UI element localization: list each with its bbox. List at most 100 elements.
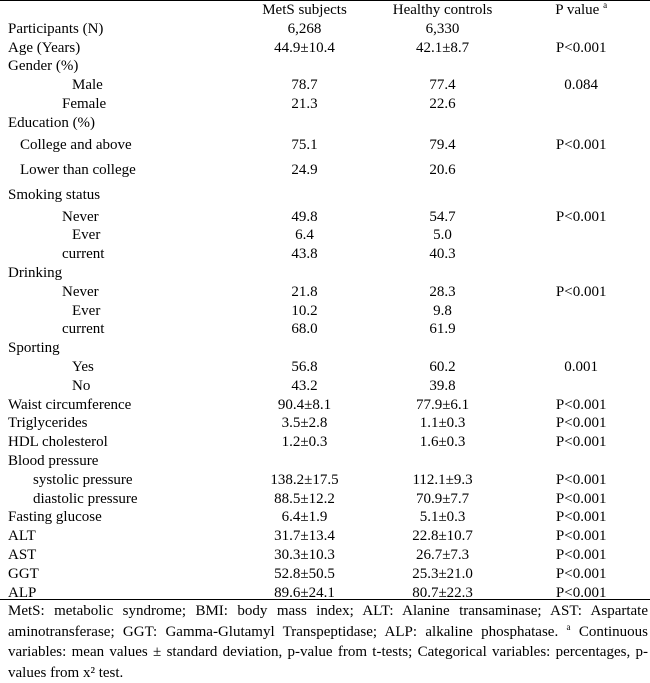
- cell-pvalue: P<0.001: [555, 396, 607, 413]
- cell-pvalue: [512, 302, 650, 321]
- table-row: current 68.0 61.9: [0, 320, 650, 339]
- cell-mets: 75.1: [291, 136, 318, 153]
- table-row: Gender (%): [0, 57, 650, 76]
- cell-controls: 61.9: [429, 321, 456, 338]
- cell-controls: 22.6: [429, 95, 456, 112]
- row-label: Blood pressure: [8, 452, 99, 469]
- header-row: MetS subjects Healthy controls P value a: [0, 1, 650, 20]
- cell-mets: 44.9±10.4: [274, 39, 335, 56]
- cell-controls: 40.3: [429, 246, 456, 263]
- cell-mets: [236, 57, 372, 76]
- cell-controls: 28.3: [429, 283, 456, 300]
- cell-controls: [373, 114, 513, 133]
- cell-controls: 26.7±7.3: [415, 546, 470, 563]
- row-label: Participants (N): [8, 20, 104, 37]
- cell-controls: 77.4: [429, 77, 456, 94]
- table-row: ALT 31.7±13.4 22.8±10.7 P<0.001: [0, 527, 650, 546]
- cell-controls: 79.4: [429, 136, 456, 153]
- cell-mets: 43.2: [291, 377, 318, 394]
- cell-mets: 43.8: [291, 246, 318, 263]
- cell-pvalue: 0.001: [564, 358, 599, 375]
- cell-mets: 90.4±8.1: [277, 396, 332, 413]
- cell-mets: 68.0: [291, 321, 318, 338]
- cell-controls: 5.1±0.3: [419, 509, 466, 526]
- cell-pvalue: [512, 320, 650, 339]
- cell-controls: [373, 452, 513, 471]
- cell-mets: 30.3±10.3: [274, 546, 335, 563]
- cell-mets: 21.3: [291, 95, 318, 112]
- cell-pvalue: [512, 264, 650, 283]
- row-label: current: [62, 321, 105, 338]
- cell-mets: [236, 183, 372, 208]
- cell-pvalue: [512, 95, 650, 114]
- cell-controls: 5.0: [433, 227, 452, 244]
- row-label: HDL cholesterol: [8, 434, 108, 451]
- table-row: current 43.8 40.3: [0, 245, 650, 264]
- top-rule: [0, 0, 650, 1]
- cell-mets: 1.2±0.3: [281, 434, 328, 451]
- cell-mets: [236, 264, 372, 283]
- cell-mets: [236, 452, 372, 471]
- table-row: HDL cholesterol 1.2±0.3 1.6±0.3 P<0.001: [0, 433, 650, 452]
- cell-pvalue: P<0.001: [555, 415, 607, 432]
- row-label: College and above: [20, 136, 132, 153]
- cell-controls: 70.9±7.7: [415, 490, 470, 507]
- cell-controls: 112.1±9.3: [412, 471, 473, 488]
- cell-controls: [373, 57, 513, 76]
- cell-pvalue: P<0.001: [555, 584, 607, 601]
- cell-pvalue: P<0.001: [555, 39, 607, 56]
- cell-controls: 25.3±21.0: [412, 565, 473, 582]
- cell-pvalue: [512, 158, 650, 183]
- table-row: Male 78.7 77.4 0.084: [0, 76, 650, 95]
- cell-controls: [373, 264, 513, 283]
- table-row: Never 21.8 28.3 P<0.001: [0, 283, 650, 302]
- cell-mets: 31.7±13.4: [274, 528, 335, 545]
- cell-mets: 6.4±1.9: [281, 509, 328, 526]
- cell-pvalue: P<0.001: [555, 136, 607, 153]
- table-row: No 43.2 39.8: [0, 377, 650, 396]
- cell-pvalue: P<0.001: [555, 546, 607, 563]
- cell-mets: 52.8±50.5: [274, 565, 335, 582]
- table-row: Participants (N) 6,268 6,330: [0, 20, 650, 39]
- row-label: Waist circumference: [8, 396, 132, 413]
- cell-mets: 6,268: [287, 20, 322, 37]
- cell-mets: 21.8: [291, 283, 318, 300]
- cell-pvalue: 0.084: [564, 77, 599, 94]
- cell-mets: 89.6±24.1: [274, 584, 335, 601]
- table-row: diastolic pressure 88.5±12.2 70.9±7.7 P<…: [0, 490, 650, 509]
- row-label: Drinking: [8, 264, 63, 281]
- row-label: Ever: [72, 227, 101, 244]
- row-label: AST: [8, 546, 37, 563]
- bottom-rule: [0, 599, 650, 600]
- cell-mets: 3.5±2.8: [281, 415, 328, 432]
- cell-pvalue: P<0.001: [555, 208, 607, 225]
- cell-controls: 42.1±8.7: [415, 39, 470, 56]
- cell-pvalue: [512, 183, 650, 208]
- row-label: diastolic pressure: [33, 490, 138, 507]
- table-row: ALP 89.6±24.1 80.7±22.3 P<0.001: [0, 584, 650, 603]
- cell-controls: 22.8±10.7: [412, 528, 473, 545]
- cell-mets: 88.5±12.2: [274, 490, 335, 507]
- header-pvalue: P value a: [555, 0, 608, 19]
- row-label: Never: [62, 283, 99, 300]
- row-label: Triglycerides: [8, 415, 88, 432]
- cell-controls: 6,330: [425, 20, 460, 37]
- table-row: Female 21.3 22.6: [0, 95, 650, 114]
- row-label: Age (Years): [8, 39, 81, 56]
- row-label: current: [62, 246, 105, 263]
- row-label: Yes: [72, 358, 94, 375]
- table-row: Education (%): [0, 114, 650, 133]
- cell-controls: [373, 183, 513, 208]
- cell-mets: 49.8: [291, 208, 318, 225]
- table-row: Lower than college 24.9 20.6: [0, 158, 650, 183]
- table-row: systolic pressure 138.2±17.5 112.1±9.3 P…: [0, 471, 650, 490]
- cell-controls: [373, 339, 513, 358]
- row-label: Lower than college: [20, 161, 136, 178]
- row-label: Female: [62, 95, 107, 112]
- cell-pvalue: P<0.001: [555, 283, 607, 300]
- cell-mets: 24.9: [291, 161, 318, 178]
- table-row: Blood pressure: [0, 452, 650, 471]
- table-row: Fasting glucose 6.4±1.9 5.1±0.3 P<0.001: [0, 508, 650, 527]
- table-row: AST 30.3±10.3 26.7±7.3 P<0.001: [0, 546, 650, 565]
